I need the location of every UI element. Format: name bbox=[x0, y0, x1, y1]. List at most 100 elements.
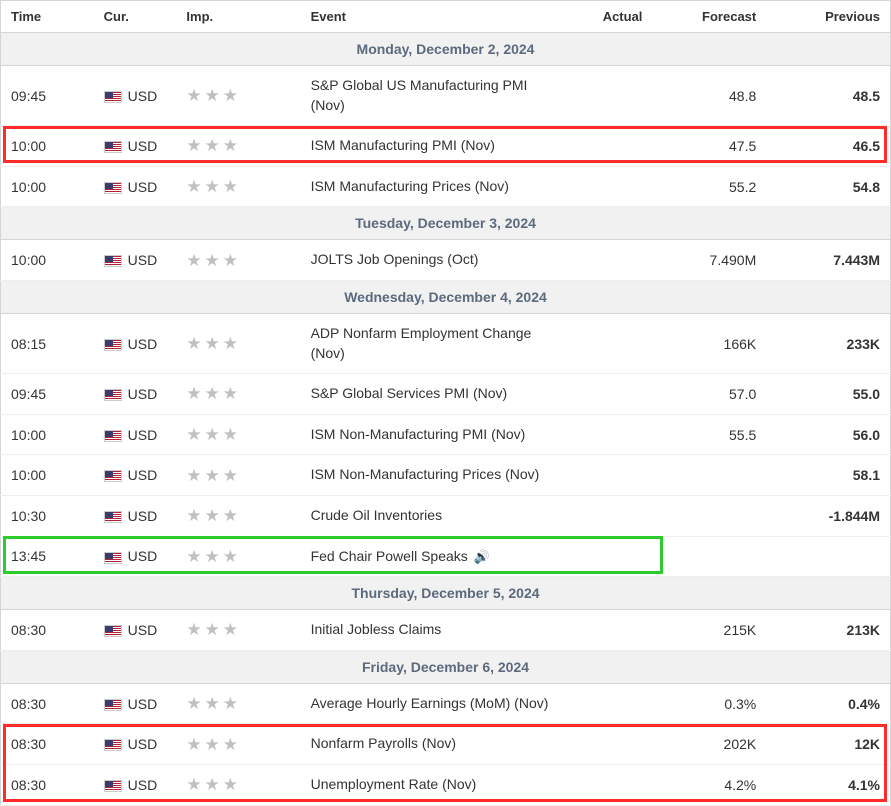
col-currency[interactable]: Cur. bbox=[94, 1, 177, 33]
cell-event[interactable]: ADP Nonfarm Employment Change (Nov) bbox=[301, 313, 570, 373]
day-header-label: Wednesday, December 4, 2024 bbox=[1, 280, 891, 313]
day-header-row: Monday, December 2, 2024 bbox=[1, 33, 891, 66]
cell-event[interactable]: Initial Jobless Claims bbox=[301, 610, 570, 651]
event-row[interactable]: 10:00USD★ ★ ★ ISM Manufacturing Prices (… bbox=[1, 166, 891, 207]
cell-previous bbox=[766, 536, 890, 577]
event-row[interactable]: 10:00USD★ ★ ★ JOLTS Job Openings (Oct)7.… bbox=[1, 240, 891, 281]
cell-previous: 54.8 bbox=[766, 166, 890, 207]
cell-previous: 55.0 bbox=[766, 374, 890, 415]
cell-previous: 7.443M bbox=[766, 240, 890, 281]
cell-event[interactable]: ISM Non-Manufacturing Prices (Nov) bbox=[301, 455, 570, 496]
day-header-row: Thursday, December 5, 2024 bbox=[1, 577, 891, 610]
cell-currency: USD bbox=[94, 455, 177, 496]
event-row[interactable]: 08:30USD★ ★ ★ Average Hourly Earnings (M… bbox=[1, 683, 891, 724]
star-icon: ★ bbox=[205, 736, 219, 753]
us-flag-icon bbox=[104, 699, 122, 711]
us-flag-icon bbox=[104, 91, 122, 103]
col-time[interactable]: Time bbox=[1, 1, 94, 33]
cell-actual bbox=[570, 166, 653, 207]
event-row[interactable]: 10:00USD★ ★ ★ ISM Non-Manufacturing Pric… bbox=[1, 455, 891, 496]
cell-time: 10:00 bbox=[1, 166, 94, 207]
cell-previous: 233K bbox=[766, 313, 890, 373]
us-flag-icon bbox=[104, 739, 122, 751]
star-icon: ★ bbox=[223, 467, 237, 484]
cell-forecast bbox=[652, 495, 766, 536]
cell-time: 08:30 bbox=[1, 724, 94, 765]
event-row[interactable]: 09:45USD★ ★ ★ S&P Global Services PMI (N… bbox=[1, 374, 891, 415]
cell-event[interactable]: ISM Manufacturing Prices (Nov) bbox=[301, 166, 570, 207]
event-row[interactable]: 08:15USD★ ★ ★ ADP Nonfarm Employment Cha… bbox=[1, 313, 891, 373]
cell-currency: USD bbox=[94, 414, 177, 455]
star-icon: ★ bbox=[186, 736, 200, 753]
cell-currency: USD bbox=[94, 313, 177, 373]
star-icon: ★ bbox=[205, 467, 219, 484]
event-row[interactable]: 08:30USD★ ★ ★ Unemployment Rate (Nov)4.2… bbox=[1, 764, 891, 805]
table-body: Monday, December 2, 202409:45USD★ ★ ★ S&… bbox=[1, 33, 891, 806]
star-icon: ★ bbox=[205, 621, 219, 638]
cell-previous: 46.5 bbox=[766, 126, 890, 167]
cell-forecast: 215K bbox=[652, 610, 766, 651]
us-flag-icon bbox=[104, 255, 122, 267]
cell-event[interactable]: S&P Global US Manufacturing PMI (Nov) bbox=[301, 66, 570, 126]
event-row[interactable]: 08:30USD★ ★ ★ Nonfarm Payrolls (Nov)202K… bbox=[1, 724, 891, 765]
star-icon: ★ bbox=[205, 426, 219, 443]
cell-previous: 56.0 bbox=[766, 414, 890, 455]
event-row[interactable]: 10:00USD★ ★ ★ ISM Manufacturing PMI (Nov… bbox=[1, 126, 891, 167]
cell-event[interactable]: Unemployment Rate (Nov) bbox=[301, 764, 570, 805]
cell-event[interactable]: ISM Manufacturing PMI (Nov) bbox=[301, 126, 570, 167]
day-header-label: Thursday, December 5, 2024 bbox=[1, 577, 891, 610]
cell-previous: 0.4% bbox=[766, 683, 890, 724]
us-flag-icon bbox=[104, 625, 122, 637]
us-flag-icon bbox=[104, 780, 122, 792]
event-row[interactable]: 10:00USD★ ★ ★ ISM Non-Manufacturing PMI … bbox=[1, 414, 891, 455]
cell-forecast: 166K bbox=[652, 313, 766, 373]
event-row[interactable]: 08:30USD★ ★ ★ Initial Jobless Claims215K… bbox=[1, 610, 891, 651]
cell-actual bbox=[570, 455, 653, 496]
star-icon: ★ bbox=[205, 87, 219, 104]
cell-event[interactable]: JOLTS Job Openings (Oct) bbox=[301, 240, 570, 281]
event-row[interactable]: 09:45USD★ ★ ★ S&P Global US Manufacturin… bbox=[1, 66, 891, 126]
currency-code: USD bbox=[128, 427, 158, 443]
cell-event[interactable]: Fed Chair Powell Speaks🔊 bbox=[301, 536, 570, 577]
cell-event[interactable]: ISM Non-Manufacturing PMI (Nov) bbox=[301, 414, 570, 455]
currency-code: USD bbox=[128, 696, 158, 712]
cell-time: 08:15 bbox=[1, 313, 94, 373]
event-row[interactable]: 13:45USD★ ★ ★ Fed Chair Powell Speaks🔊 bbox=[1, 536, 891, 577]
cell-forecast: 57.0 bbox=[652, 374, 766, 415]
star-icon: ★ bbox=[205, 178, 219, 195]
cell-forecast bbox=[652, 455, 766, 496]
cell-forecast: 0.3% bbox=[652, 683, 766, 724]
star-icon: ★ bbox=[223, 178, 237, 195]
col-actual[interactable]: Actual bbox=[570, 1, 653, 33]
cell-previous: 48.5 bbox=[766, 66, 890, 126]
cell-time: 10:30 bbox=[1, 495, 94, 536]
cell-event[interactable]: Crude Oil Inventories bbox=[301, 495, 570, 536]
star-icon: ★ bbox=[205, 385, 219, 402]
us-flag-icon bbox=[104, 389, 122, 401]
cell-event[interactable]: Average Hourly Earnings (MoM) (Nov) bbox=[301, 683, 570, 724]
cell-importance: ★ ★ ★ bbox=[176, 240, 300, 281]
col-importance[interactable]: Imp. bbox=[176, 1, 300, 33]
cell-importance: ★ ★ ★ bbox=[176, 166, 300, 207]
col-event[interactable]: Event bbox=[301, 1, 570, 33]
star-icon: ★ bbox=[186, 335, 200, 352]
star-icon: ★ bbox=[223, 776, 237, 793]
currency-code: USD bbox=[128, 622, 158, 638]
cell-event[interactable]: S&P Global Services PMI (Nov) bbox=[301, 374, 570, 415]
cell-previous: -1.844M bbox=[766, 495, 890, 536]
cell-actual bbox=[570, 240, 653, 281]
star-icon: ★ bbox=[186, 426, 200, 443]
cell-currency: USD bbox=[94, 495, 177, 536]
col-previous[interactable]: Previous bbox=[766, 1, 890, 33]
currency-code: USD bbox=[128, 467, 158, 483]
cell-event[interactable]: Nonfarm Payrolls (Nov) bbox=[301, 724, 570, 765]
star-icon: ★ bbox=[223, 507, 237, 524]
col-forecast[interactable]: Forecast bbox=[652, 1, 766, 33]
cell-currency: USD bbox=[94, 764, 177, 805]
cell-currency: USD bbox=[94, 126, 177, 167]
cell-importance: ★ ★ ★ bbox=[176, 313, 300, 373]
event-row[interactable]: 10:30USD★ ★ ★ Crude Oil Inventories-1.84… bbox=[1, 495, 891, 536]
star-icon: ★ bbox=[186, 467, 200, 484]
day-header-label: Friday, December 6, 2024 bbox=[1, 650, 891, 683]
star-icon: ★ bbox=[223, 736, 237, 753]
